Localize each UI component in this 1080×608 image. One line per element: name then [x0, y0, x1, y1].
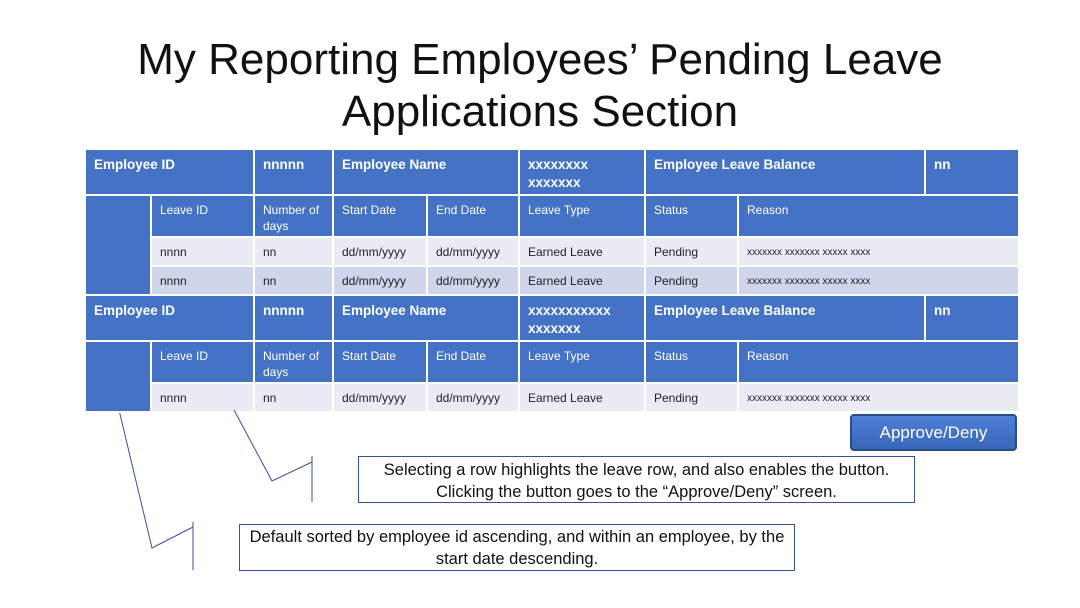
employee-name-label: Employee Name: [334, 150, 520, 196]
status-cell: Pending: [646, 267, 739, 296]
col-start-date: Start Date: [334, 196, 428, 238]
leave-row[interactable]: nnnn nn dd/mm/yyyy dd/mm/yyyy Earned Lea…: [86, 238, 1018, 267]
days-cell: nn: [255, 267, 334, 296]
employee-name-value: xxxxxxxxxxx xxxxxxx: [520, 296, 646, 342]
employee-id-label: Employee ID: [86, 296, 255, 342]
end-date-cell: dd/mm/yyyy: [428, 267, 520, 296]
col-reason: Reason: [739, 342, 1018, 384]
employee-id-value: nnnnn: [255, 296, 334, 342]
end-date-cell: dd/mm/yyyy: [428, 384, 520, 413]
employee-balance-value: nn: [926, 150, 1018, 196]
days-cell: nn: [255, 384, 334, 413]
leave-row[interactable]: nnnn nn dd/mm/yyyy dd/mm/yyyy Earned Lea…: [86, 267, 1018, 296]
col-end-date: End Date: [428, 342, 520, 384]
reason-cell: xxxxxxx xxxxxxx xxxxx xxxx: [739, 384, 1018, 413]
col-number-of-days: Number of days: [255, 342, 334, 384]
col-status: Status: [646, 196, 739, 238]
col-reason: Reason: [739, 196, 1018, 238]
leave-id-cell: nnnn: [152, 384, 255, 413]
start-date-cell: dd/mm/yyyy: [334, 267, 428, 296]
leave-columns-header: Leave ID Number of days Start Date End D…: [86, 342, 1018, 413]
start-date-cell: dd/mm/yyyy: [334, 238, 428, 267]
employee-name-value: xxxxxxxx xxxxxxx: [520, 150, 646, 196]
row-group-spacer: [86, 342, 152, 413]
col-number-of-days: Number of days: [255, 196, 334, 238]
employee-id-value: nnnnn: [255, 150, 334, 196]
leave-type-cell: Earned Leave: [520, 267, 646, 296]
employee-id-label: Employee ID: [86, 150, 255, 196]
employee-header-row: Employee ID nnnnn Employee Name xxxxxxxx…: [86, 296, 1018, 342]
col-start-date: Start Date: [334, 342, 428, 384]
row-group-spacer: [86, 196, 152, 296]
page-title-line2: Applications Section: [341, 87, 739, 136]
sorting-note: Default sorted by employee id ascending,…: [239, 524, 795, 571]
reason-cell: xxxxxxx xxxxxxx xxxxx xxxx: [739, 267, 1018, 296]
employee-name-label: Employee Name: [334, 296, 520, 342]
days-cell: nn: [255, 238, 334, 267]
col-leave-type: Leave Type: [520, 196, 646, 238]
status-cell: Pending: [646, 238, 739, 267]
leave-row[interactable]: nnnn nn dd/mm/yyyy dd/mm/yyyy Earned Lea…: [86, 384, 1018, 413]
end-date-cell: dd/mm/yyyy: [428, 238, 520, 267]
employee-header-row: Employee ID nnnnn Employee Name xxxxxxxx…: [86, 150, 1018, 196]
employee-balance-label: Employee Leave Balance: [646, 150, 926, 196]
col-end-date: End Date: [428, 196, 520, 238]
start-date-cell: dd/mm/yyyy: [334, 384, 428, 413]
pending-leave-table: Employee ID nnnnn Employee Name xxxxxxxx…: [86, 150, 1018, 413]
selection-note: Selecting a row highlights the leave row…: [358, 456, 915, 503]
col-leave-id: Leave ID: [152, 342, 255, 384]
leave-columns-header: Leave ID Number of days Start Date End D…: [86, 196, 1018, 296]
approve-deny-button[interactable]: Approve/Deny: [850, 414, 1017, 451]
leave-id-cell: nnnn: [152, 267, 255, 296]
status-cell: Pending: [646, 384, 739, 413]
employee-balance-value: nn: [926, 296, 1018, 342]
col-leave-type: Leave Type: [520, 342, 646, 384]
page-title-line1: My Reporting Employees’ Pending Leave: [137, 35, 943, 84]
sorting-callout-line: [118, 409, 194, 549]
leave-id-cell: nnnn: [152, 238, 255, 267]
selection-callout-line: [233, 409, 313, 482]
leave-type-cell: Earned Leave: [520, 238, 646, 267]
col-status: Status: [646, 342, 739, 384]
page-title: My Reporting Employees’ Pending Leave Ap…: [0, 34, 1080, 138]
reason-cell: xxxxxxx xxxxxxx xxxxx xxxx: [739, 238, 1018, 267]
col-leave-id: Leave ID: [152, 196, 255, 238]
employee-balance-label: Employee Leave Balance: [646, 296, 926, 342]
leave-type-cell: Earned Leave: [520, 384, 646, 413]
